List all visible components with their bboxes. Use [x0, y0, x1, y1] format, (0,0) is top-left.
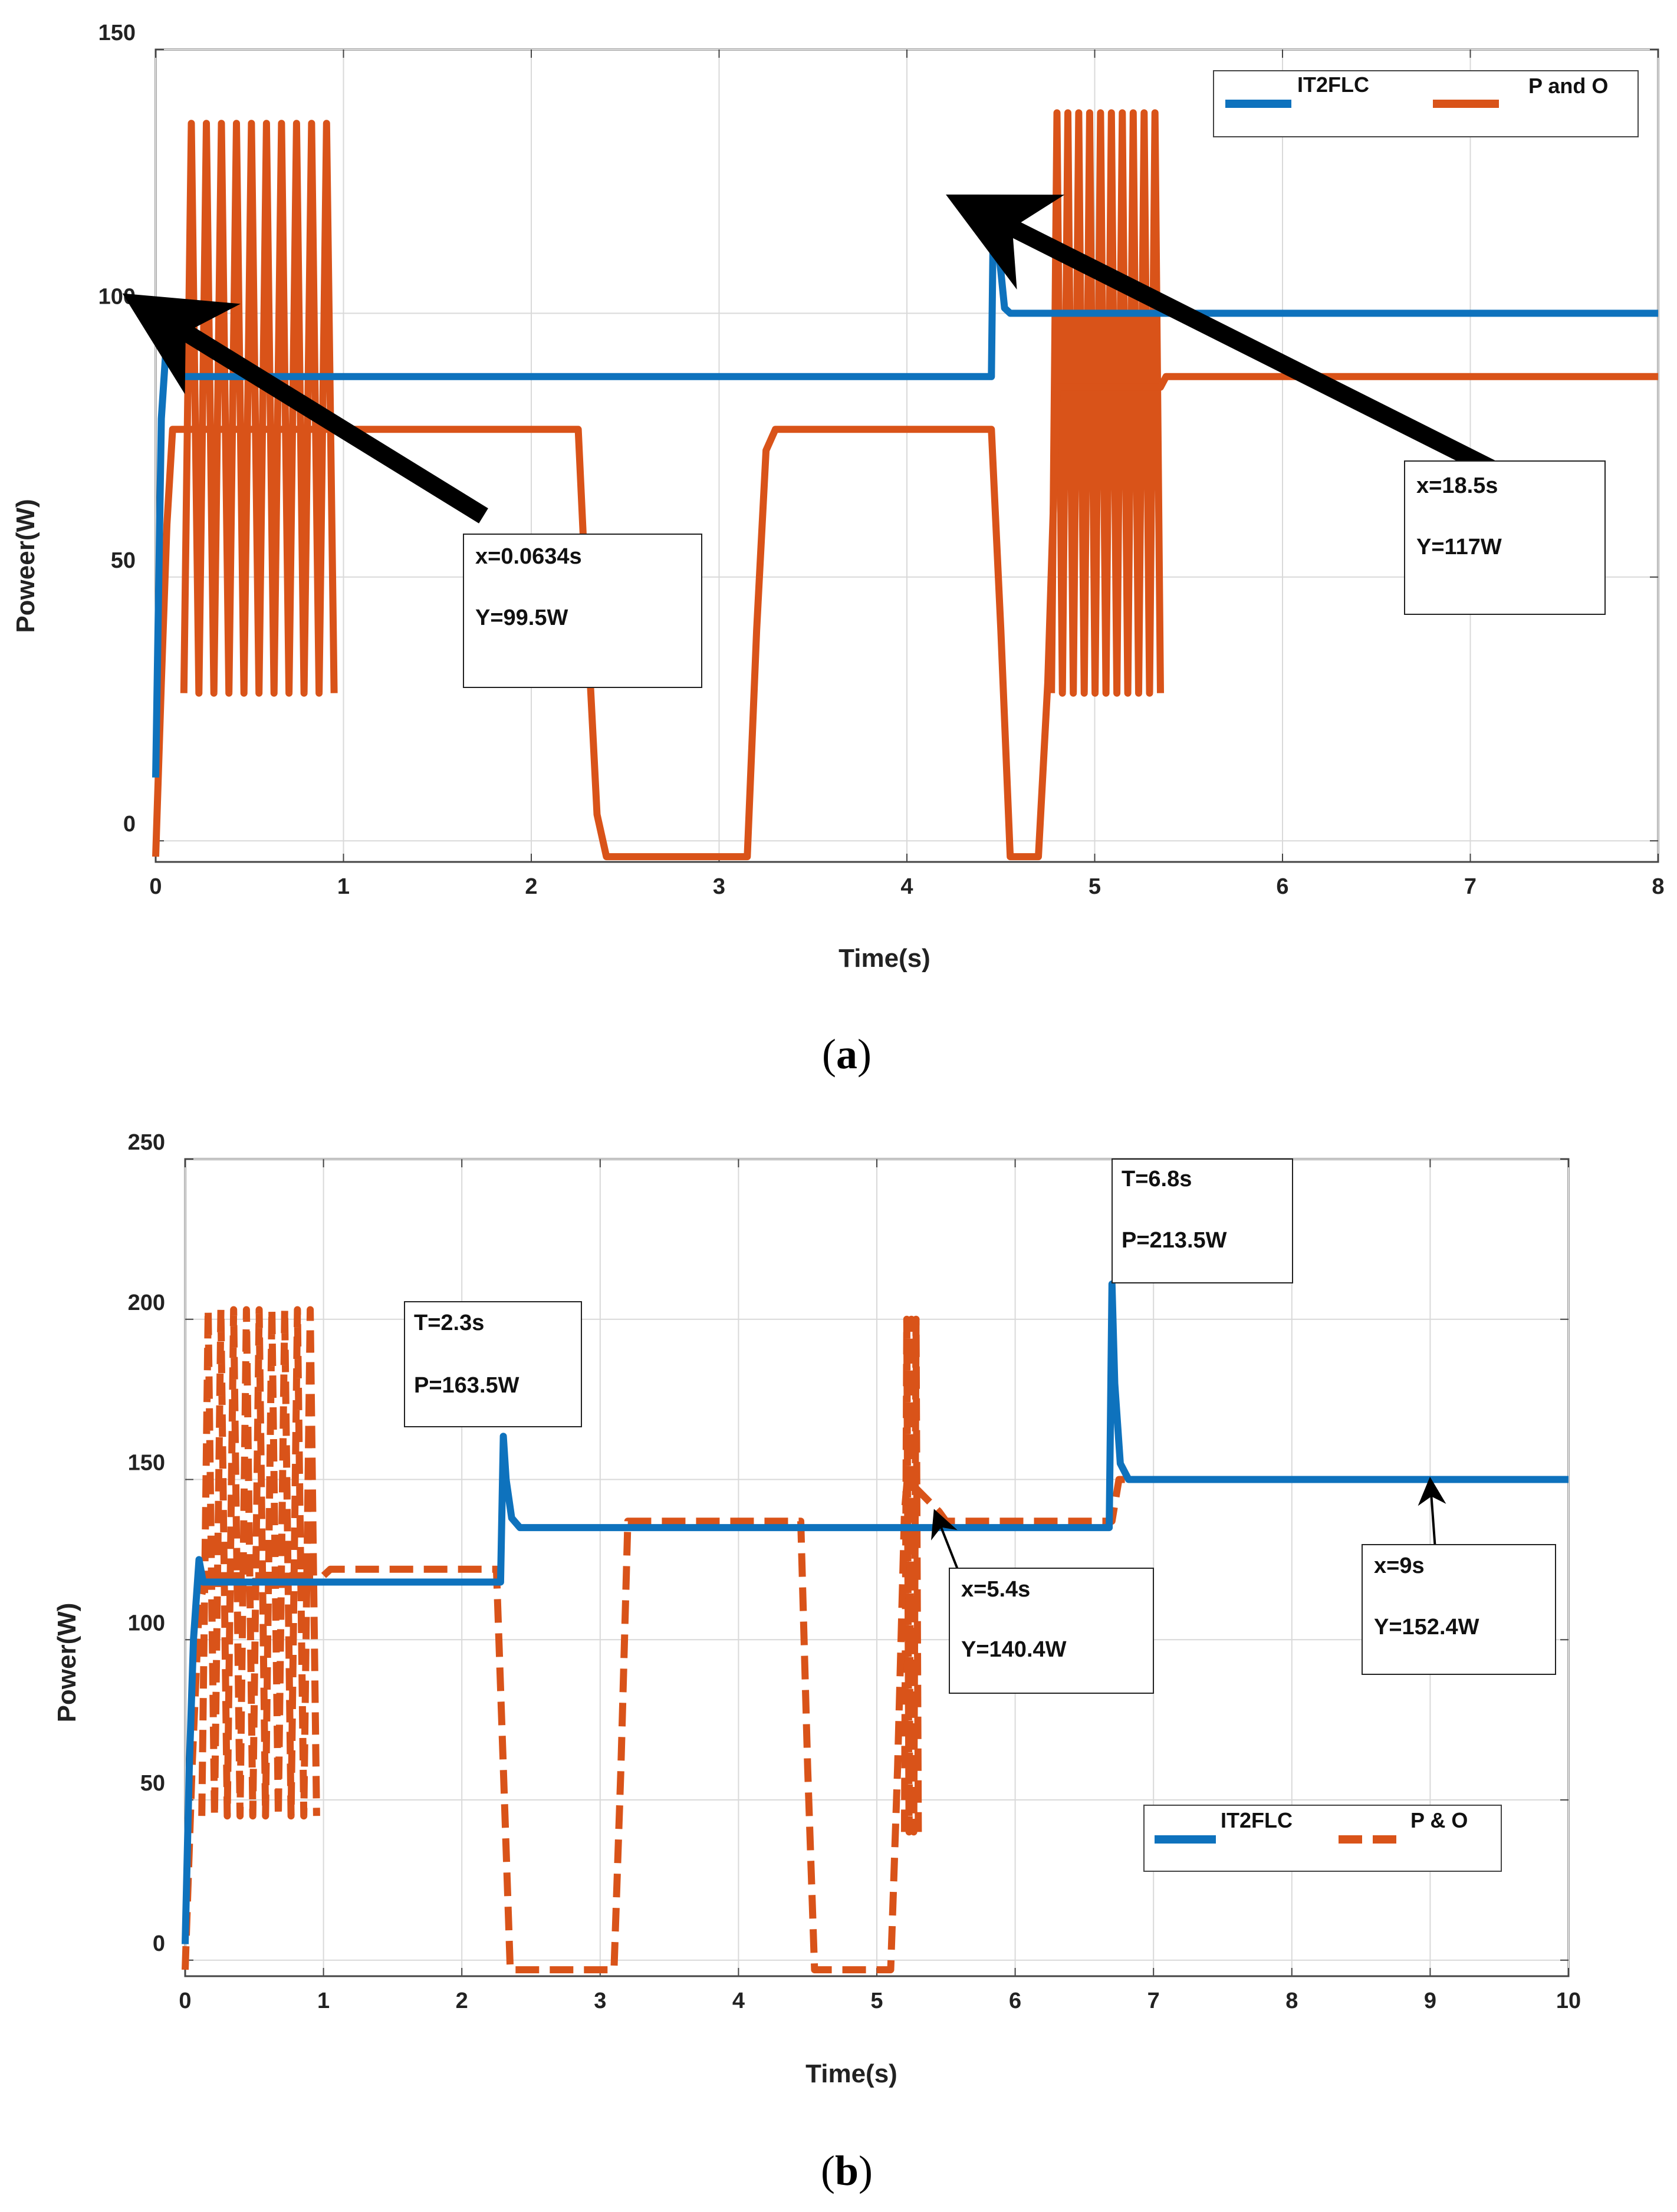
y-tick-label: 250 — [128, 1130, 165, 1155]
panel-a-x-axis-label: Time(s) — [838, 944, 930, 973]
annotation-line-2: P=163.5W — [414, 1373, 519, 1398]
annotation-line-2: Y=117W — [1416, 535, 1502, 559]
series-line-it2flc — [182, 1281, 1569, 1944]
oscillation-burst — [198, 1306, 320, 1820]
panel-a-annotation-2: x=18.5s Y=117W — [946, 194, 1606, 615]
panel-b-annotation-1: T=2.3s P=163.5W — [404, 1301, 582, 1427]
x-tick-label: 4 — [900, 874, 913, 899]
panel-b-y-axis-label: Power(W) — [52, 1603, 81, 1723]
x-tick-label: 1 — [317, 1989, 330, 2013]
y-tick-label: 150 — [128, 1451, 165, 1476]
y-tick-label: 100 — [128, 1611, 165, 1635]
panel-b-annotation-3: T=6.8s P=213.5W — [1112, 1158, 1293, 1283]
annotation-box — [949, 1568, 1154, 1694]
annotation-arrow — [122, 293, 488, 524]
x-tick-label: 2 — [525, 874, 537, 899]
y-tick-label: 0 — [153, 1931, 165, 1956]
annotation-line-2: Y=152.4W — [1374, 1615, 1479, 1640]
annotation-line-1: x=0.0634s — [475, 544, 582, 569]
x-tick-label: 9 — [1424, 1989, 1436, 2013]
annotation-box — [1362, 1544, 1556, 1675]
annotation-line-1: T=6.8s — [1122, 1167, 1192, 1191]
panel-a-legend: IT2FLC P and O — [1213, 70, 1639, 137]
x-tick-label: 0 — [149, 874, 162, 899]
x-tick-label: 5 — [870, 1989, 883, 2013]
x-tick-label: 0 — [179, 1989, 191, 2013]
x-tick-label: 3 — [594, 1989, 606, 2013]
x-tick-label: 4 — [732, 1989, 745, 2013]
x-tick-label: 1 — [337, 874, 350, 899]
annotation-box — [1404, 460, 1606, 615]
panel-b-annotation-4: x=9s Y=152.4W — [1362, 1476, 1556, 1675]
annotation-line-1: T=2.3s — [414, 1311, 484, 1335]
annotation-box — [404, 1301, 582, 1427]
annotation-arrow — [1418, 1476, 1446, 1550]
annotation-line-1: x=18.5s — [1416, 473, 1498, 498]
annotation-line-2: Y=99.5W — [475, 605, 568, 630]
y-tick-label: 100 — [98, 284, 136, 309]
annotation-box — [463, 534, 702, 688]
annotation-line-1: x=9s — [1374, 1553, 1425, 1578]
legend-label-it2flc: IT2FLC — [1221, 1808, 1293, 1832]
oscillation-burst — [1048, 109, 1164, 697]
annotation-line-2: Y=140.4W — [961, 1637, 1067, 1662]
annotation-arrow — [946, 194, 1502, 480]
panel-a-ticks: 0 1 2 3 4 5 6 7 8 0 50 100 150 — [98, 21, 1665, 899]
annotation-line-2: P=213.5W — [1122, 1228, 1227, 1253]
x-tick-label: 7 — [1464, 874, 1477, 899]
y-tick-label: 50 — [111, 548, 136, 573]
legend-label-po: P and O — [1528, 74, 1608, 98]
panel-b-caption: (b) — [821, 2147, 873, 2194]
annotation-line-1: x=5.4s — [961, 1577, 1030, 1602]
y-tick-label: 0 — [123, 812, 136, 837]
x-tick-label: 6 — [1009, 1989, 1021, 2013]
x-tick-label: 8 — [1652, 874, 1664, 899]
panel-a-y-axis-label: Poweer(W) — [11, 499, 40, 633]
panel-a: 0 1 2 3 4 5 6 7 8 0 50 100 150 Time(s) Poweer(W) IT2… — [11, 21, 1665, 1078]
y-tick-label: 50 — [140, 1771, 165, 1796]
x-tick-label: 10 — [1556, 1989, 1581, 2013]
y-tick-label: 200 — [128, 1291, 165, 1315]
panel-a-annotation-1: x=0.0634s Y=99.5W — [122, 293, 702, 688]
annotation-box — [1112, 1158, 1293, 1283]
panel-b-x-axis-label: Time(s) — [805, 2059, 897, 2088]
legend-label-it2flc: IT2FLC — [1297, 73, 1369, 97]
x-tick-label: 5 — [1089, 874, 1101, 899]
y-tick-label: 150 — [98, 21, 136, 45]
panel-b-legend: IT2FLC P & O — [1143, 1805, 1502, 1872]
x-tick-label: 2 — [456, 1989, 468, 2013]
oscillation-burst — [900, 1315, 922, 1836]
legend-label-po: P & O — [1410, 1808, 1468, 1832]
panel-b-annotation-2: x=5.4s Y=140.4W — [931, 1509, 1154, 1694]
panel-a-caption: (a) — [822, 1031, 872, 1078]
x-tick-label: 3 — [713, 874, 725, 899]
x-tick-label: 8 — [1285, 1989, 1298, 2013]
x-tick-label: 7 — [1147, 1989, 1160, 2013]
x-tick-label: 6 — [1276, 874, 1288, 899]
